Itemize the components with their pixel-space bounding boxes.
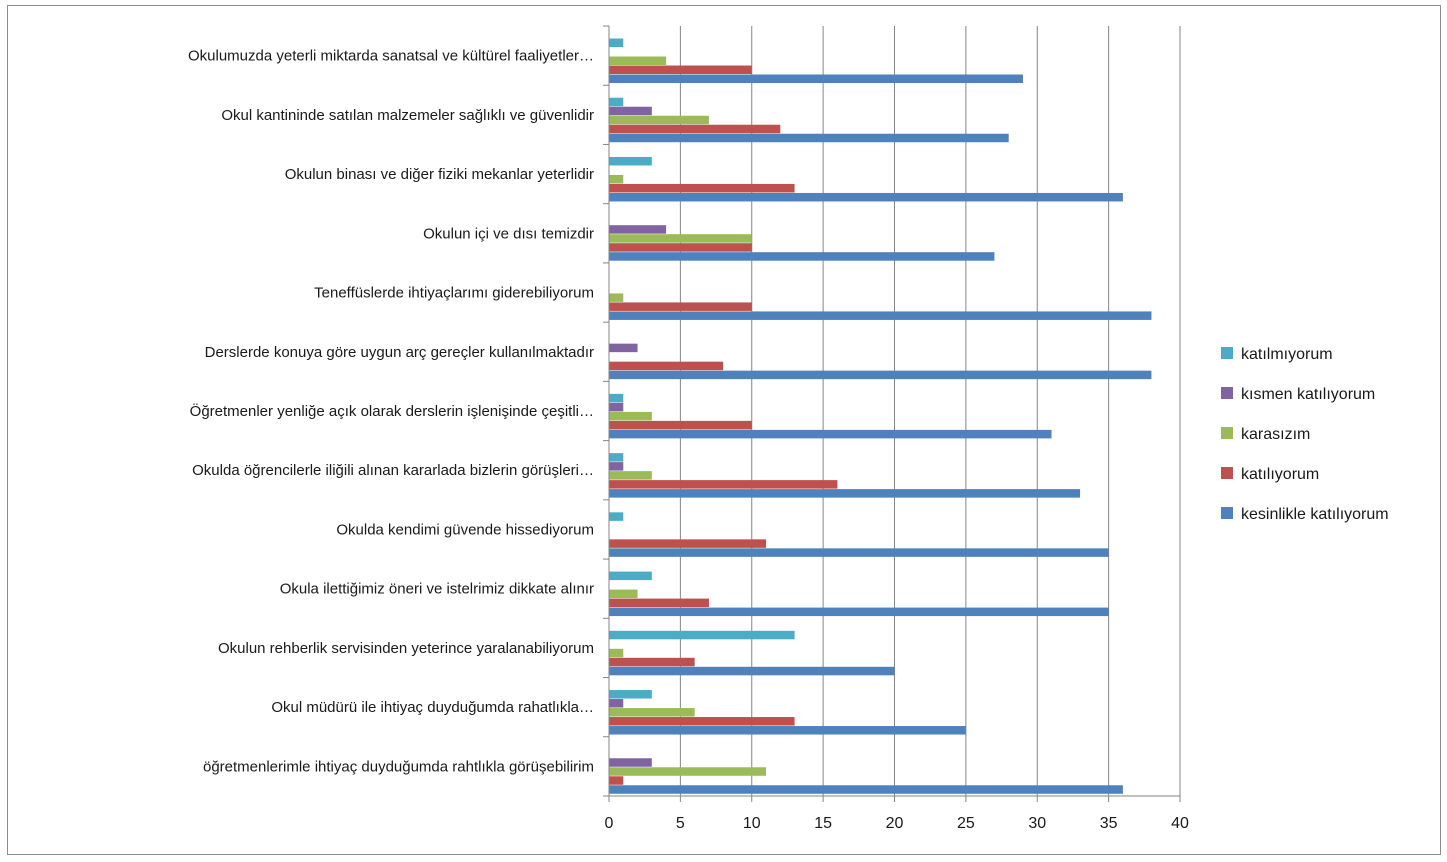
legend-label: kısmen katılıyorum <box>1241 386 1375 403</box>
bar <box>609 648 624 658</box>
bar-chart: Okulumuzda yeterli miktarda sanatsal ve … <box>188 25 1389 832</box>
bar <box>609 302 752 311</box>
bar <box>609 539 767 548</box>
x-tick-label: 30 <box>1028 815 1046 832</box>
bar <box>609 106 652 116</box>
bar <box>609 38 624 47</box>
x-tick-label: 15 <box>814 815 832 832</box>
bar <box>609 402 624 412</box>
bar <box>609 598 709 608</box>
legend-label: katılıyorum <box>1241 466 1319 483</box>
x-tick-label: 35 <box>1100 815 1118 832</box>
bar <box>609 192 1123 202</box>
bar <box>609 657 695 667</box>
bar <box>609 453 624 462</box>
bar <box>609 429 1052 439</box>
bar <box>609 234 752 243</box>
bar <box>609 65 752 74</box>
bar <box>609 462 624 471</box>
category-label: Okulun içi ve dısı temizdir <box>423 225 594 242</box>
bar <box>609 480 838 489</box>
category-label: Okulun rehberlik servisinden yeterince y… <box>218 640 594 657</box>
bar <box>609 776 624 785</box>
bar <box>609 589 638 599</box>
bar <box>609 343 638 353</box>
bar <box>609 785 1123 794</box>
bar <box>609 758 652 767</box>
bar <box>609 311 1152 320</box>
x-tick-label: 0 <box>605 815 614 832</box>
bar <box>609 361 724 371</box>
bar <box>609 156 652 166</box>
legend-label: karasızım <box>1241 426 1310 443</box>
bar <box>609 225 667 234</box>
legend-label: kesinlikle katılıyorum <box>1241 506 1389 523</box>
x-tick-label: 40 <box>1171 815 1189 832</box>
bar <box>609 548 1109 557</box>
bar <box>609 183 795 193</box>
legend-swatch <box>1221 427 1233 439</box>
legend-swatch <box>1221 387 1233 399</box>
bar <box>609 124 781 134</box>
category-label: Derslerde konuya göre uygun arç gereçler… <box>205 344 594 361</box>
category-label: Okulda öğrencilerle iliğili alınan karar… <box>192 462 594 479</box>
bar <box>609 726 966 735</box>
bar <box>609 717 795 726</box>
category-label: Okul müdürü ile ihtiyaç duyduğumda rahat… <box>271 699 594 716</box>
bar <box>609 489 1081 498</box>
legend-label: katılmıyorum <box>1241 346 1333 363</box>
category-label: Okulumuzda yeterli miktarda sanatsal ve … <box>188 48 594 65</box>
x-tick-label: 25 <box>957 815 975 832</box>
x-tick-label: 5 <box>676 815 685 832</box>
bar <box>609 56 667 65</box>
x-tick-label: 10 <box>743 815 761 832</box>
bar <box>609 512 624 521</box>
x-tick-label: 20 <box>886 815 904 832</box>
bar <box>609 571 652 581</box>
bar <box>609 293 624 302</box>
category-label: Teneffüslerde ihtiyaçlarımı giderebiliyo… <box>314 285 594 302</box>
bar <box>609 74 1023 83</box>
bar <box>609 252 995 261</box>
bar <box>609 690 652 699</box>
bar <box>609 411 652 421</box>
bar <box>609 699 624 708</box>
category-label: Okula ilettiğimiz öneri ve istelrimiz di… <box>280 581 594 598</box>
bar <box>609 393 624 403</box>
chart-frame: Okulumuzda yeterli miktarda sanatsal ve … <box>7 5 1441 855</box>
legend-swatch <box>1221 507 1233 519</box>
bar <box>609 471 652 480</box>
bar <box>609 420 752 430</box>
category-label: Öğretmenler yenliğe açık olarak dersleri… <box>190 402 594 420</box>
bar <box>609 630 795 640</box>
legend-swatch <box>1221 467 1233 479</box>
bar <box>609 666 895 676</box>
bar <box>609 767 767 776</box>
bar <box>609 708 695 717</box>
bar <box>609 243 752 252</box>
category-label: Okulda kendimi güvende hissediyorum <box>336 521 594 538</box>
category-label: Okulun binası ve diğer fiziki mekanlar y… <box>285 166 594 183</box>
bar <box>609 133 1009 143</box>
bar <box>609 607 1109 617</box>
bar <box>609 174 624 184</box>
bar <box>609 370 1152 380</box>
bar <box>609 115 709 125</box>
category-label: Okul kantininde satılan malzemeler sağlı… <box>221 107 594 124</box>
bar <box>609 97 624 107</box>
category-label: öğretmenlerimle ihtiyaç duyduğumda rahtl… <box>203 758 594 775</box>
legend-swatch <box>1221 347 1233 359</box>
